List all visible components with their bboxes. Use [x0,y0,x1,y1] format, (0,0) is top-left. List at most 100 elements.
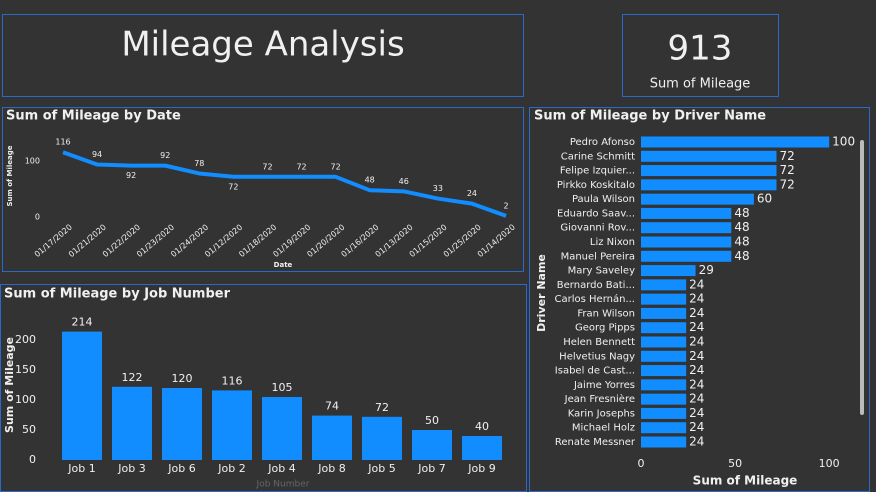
kpi-label: Sum of Mileage [650,77,751,92]
data-label: 40 [475,420,489,433]
bar [112,386,152,460]
line [62,150,507,218]
scrollbar[interactable] [860,140,864,415]
bar [641,379,687,391]
y-tick-label: Carine Schmitt [561,151,635,162]
bar [641,207,732,219]
bar [641,307,687,319]
y-tick-label: Georg Pipps [575,323,635,334]
y-axis-label: Driver Name [535,254,548,332]
data-label: 24 [689,306,704,320]
data-label: 24 [689,277,704,291]
bar [641,179,777,191]
y-tick-label: Helvetius Nagy [559,351,635,362]
x-tick-label: Job 3 [117,462,145,475]
data-label: 24 [689,435,704,449]
bar [641,136,830,148]
bar [462,436,502,460]
data-label: 48 [734,235,749,249]
data-label: 122 [122,371,143,384]
bar [641,222,732,234]
data-label: 50 [425,414,439,427]
y-tick-label: Eduardo Saav... [557,208,635,219]
data-label: 72 [331,162,341,171]
data-label: 48 [365,176,375,185]
y-tick-label: Renate Messner [555,437,636,448]
y-tick-label: Manuel Pereira [561,251,635,262]
bar [641,193,754,205]
bar [641,393,687,405]
y-tick-label: Jean Fresnière [564,393,635,405]
bar [641,336,687,348]
y-tick-label: Mary Saveley [568,266,635,277]
data-label: 24 [689,420,704,434]
data-label: 60 [757,192,772,206]
bar [262,397,302,460]
bar [641,436,687,448]
data-label: 24 [689,320,704,334]
data-label: 74 [325,400,339,413]
data-label: 92 [126,171,136,180]
y-tick-label: Felipe Izquier... [560,166,635,177]
bar [312,415,352,460]
y-tick-label: Liz Nixon [590,237,635,248]
data-label: 33 [433,184,443,193]
x-axis-label: Date [274,261,293,269]
data-label: 92 [160,151,170,160]
kpi-panel [622,14,779,97]
data-label: 116 [222,374,243,387]
data-label: 24 [689,363,704,377]
x-tick-label: Job 1 [67,462,95,475]
data-label: 72 [262,162,272,171]
data-label: 100 [832,135,855,149]
y-tick-label: Pirkko Koskitalo [557,180,635,191]
data-label: 29 [699,263,714,277]
x-axis-label: Sum of Mileage [693,474,798,488]
chart-title: Sum of Mileage by Date [6,109,181,124]
data-label: 48 [734,249,749,263]
bar [641,365,687,377]
y-tick-label: 0 [29,453,36,466]
data-label: 24 [689,377,704,391]
bar [62,331,102,460]
x-tick-label: Job 6 [167,462,195,475]
data-label: 24 [689,349,704,363]
bar [641,150,777,162]
x-tick-label: Job 8 [317,462,345,475]
kpi-value: 913 [668,29,733,69]
data-label: 24 [467,189,477,198]
bar [641,265,696,277]
x-tick-label: Job 5 [367,462,395,475]
data-label: 72 [296,162,306,171]
y-axis-label: Sum of Mileage [6,145,14,206]
title-panel [2,14,524,97]
chart-title: Sum of Mileage by Driver Name [534,109,766,124]
bar [641,236,732,248]
bar [641,407,687,419]
bar [362,416,402,460]
bar [641,422,687,434]
y-tick-label: Pedro Afonso [570,137,635,148]
x-tick-label: Job 4 [267,462,295,475]
y-tick-label: Karin Josephs [568,408,635,419]
x-axis-label: Job Number [256,480,310,490]
x-tick-label: Job 9 [467,462,495,475]
data-label: 72 [779,149,794,163]
y-tick-label: 0 [35,213,40,222]
y-tick-label: 150 [15,363,36,376]
data-label: 78 [194,159,204,168]
y-tick-label: Helen Bennett [563,337,635,348]
y-tick-label: Jaime Yorres [573,380,635,391]
data-label: 24 [689,292,704,306]
bar [641,293,687,305]
y-tick-label: Michael Holz [572,423,635,434]
data-label: 72 [779,177,794,191]
line-panel [2,107,524,272]
data-label: 48 [734,220,749,234]
bar [641,250,732,262]
y-tick-label: 100 [15,393,36,406]
bar [641,350,687,362]
bar [162,388,202,460]
y-axis-label: Sum of Mileage [3,337,16,433]
